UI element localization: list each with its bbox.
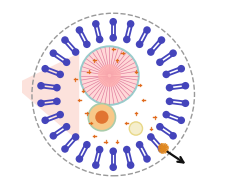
Circle shape — [166, 98, 173, 105]
Circle shape — [92, 161, 100, 169]
Circle shape — [37, 82, 45, 90]
Polygon shape — [13, 53, 79, 142]
Circle shape — [53, 98, 61, 105]
Circle shape — [92, 20, 100, 28]
Circle shape — [41, 65, 49, 72]
Circle shape — [76, 26, 83, 34]
Circle shape — [76, 155, 83, 163]
Circle shape — [63, 59, 70, 66]
Circle shape — [156, 123, 164, 130]
Circle shape — [123, 146, 131, 153]
Circle shape — [123, 36, 131, 43]
Circle shape — [166, 84, 173, 91]
Circle shape — [72, 133, 79, 141]
Circle shape — [83, 141, 91, 149]
Circle shape — [83, 40, 91, 48]
Circle shape — [169, 49, 177, 57]
Circle shape — [110, 163, 117, 171]
Circle shape — [182, 82, 189, 90]
Circle shape — [41, 117, 49, 124]
Circle shape — [53, 84, 61, 91]
Circle shape — [177, 117, 185, 124]
Circle shape — [63, 123, 70, 130]
Circle shape — [110, 18, 117, 26]
Circle shape — [72, 48, 79, 56]
Circle shape — [95, 111, 109, 124]
Circle shape — [143, 155, 151, 163]
Circle shape — [177, 65, 185, 72]
Circle shape — [56, 71, 64, 78]
Circle shape — [96, 36, 103, 43]
Circle shape — [182, 99, 189, 107]
Circle shape — [50, 132, 57, 140]
Circle shape — [80, 46, 139, 105]
Circle shape — [110, 147, 117, 155]
Circle shape — [136, 40, 143, 48]
Circle shape — [143, 26, 151, 34]
Circle shape — [147, 48, 155, 56]
Circle shape — [158, 145, 165, 153]
Circle shape — [61, 36, 69, 44]
Circle shape — [162, 71, 170, 78]
Circle shape — [50, 49, 57, 57]
Circle shape — [162, 111, 170, 118]
Circle shape — [56, 111, 64, 118]
Circle shape — [37, 99, 45, 107]
Circle shape — [156, 59, 164, 66]
Circle shape — [61, 145, 69, 153]
Circle shape — [158, 36, 165, 44]
Circle shape — [169, 132, 177, 140]
Circle shape — [127, 161, 134, 169]
Circle shape — [110, 34, 117, 42]
Circle shape — [129, 122, 143, 135]
Circle shape — [127, 20, 134, 28]
Circle shape — [147, 133, 155, 141]
Circle shape — [96, 146, 103, 153]
Circle shape — [88, 104, 116, 131]
Circle shape — [136, 141, 143, 149]
Circle shape — [98, 64, 121, 87]
